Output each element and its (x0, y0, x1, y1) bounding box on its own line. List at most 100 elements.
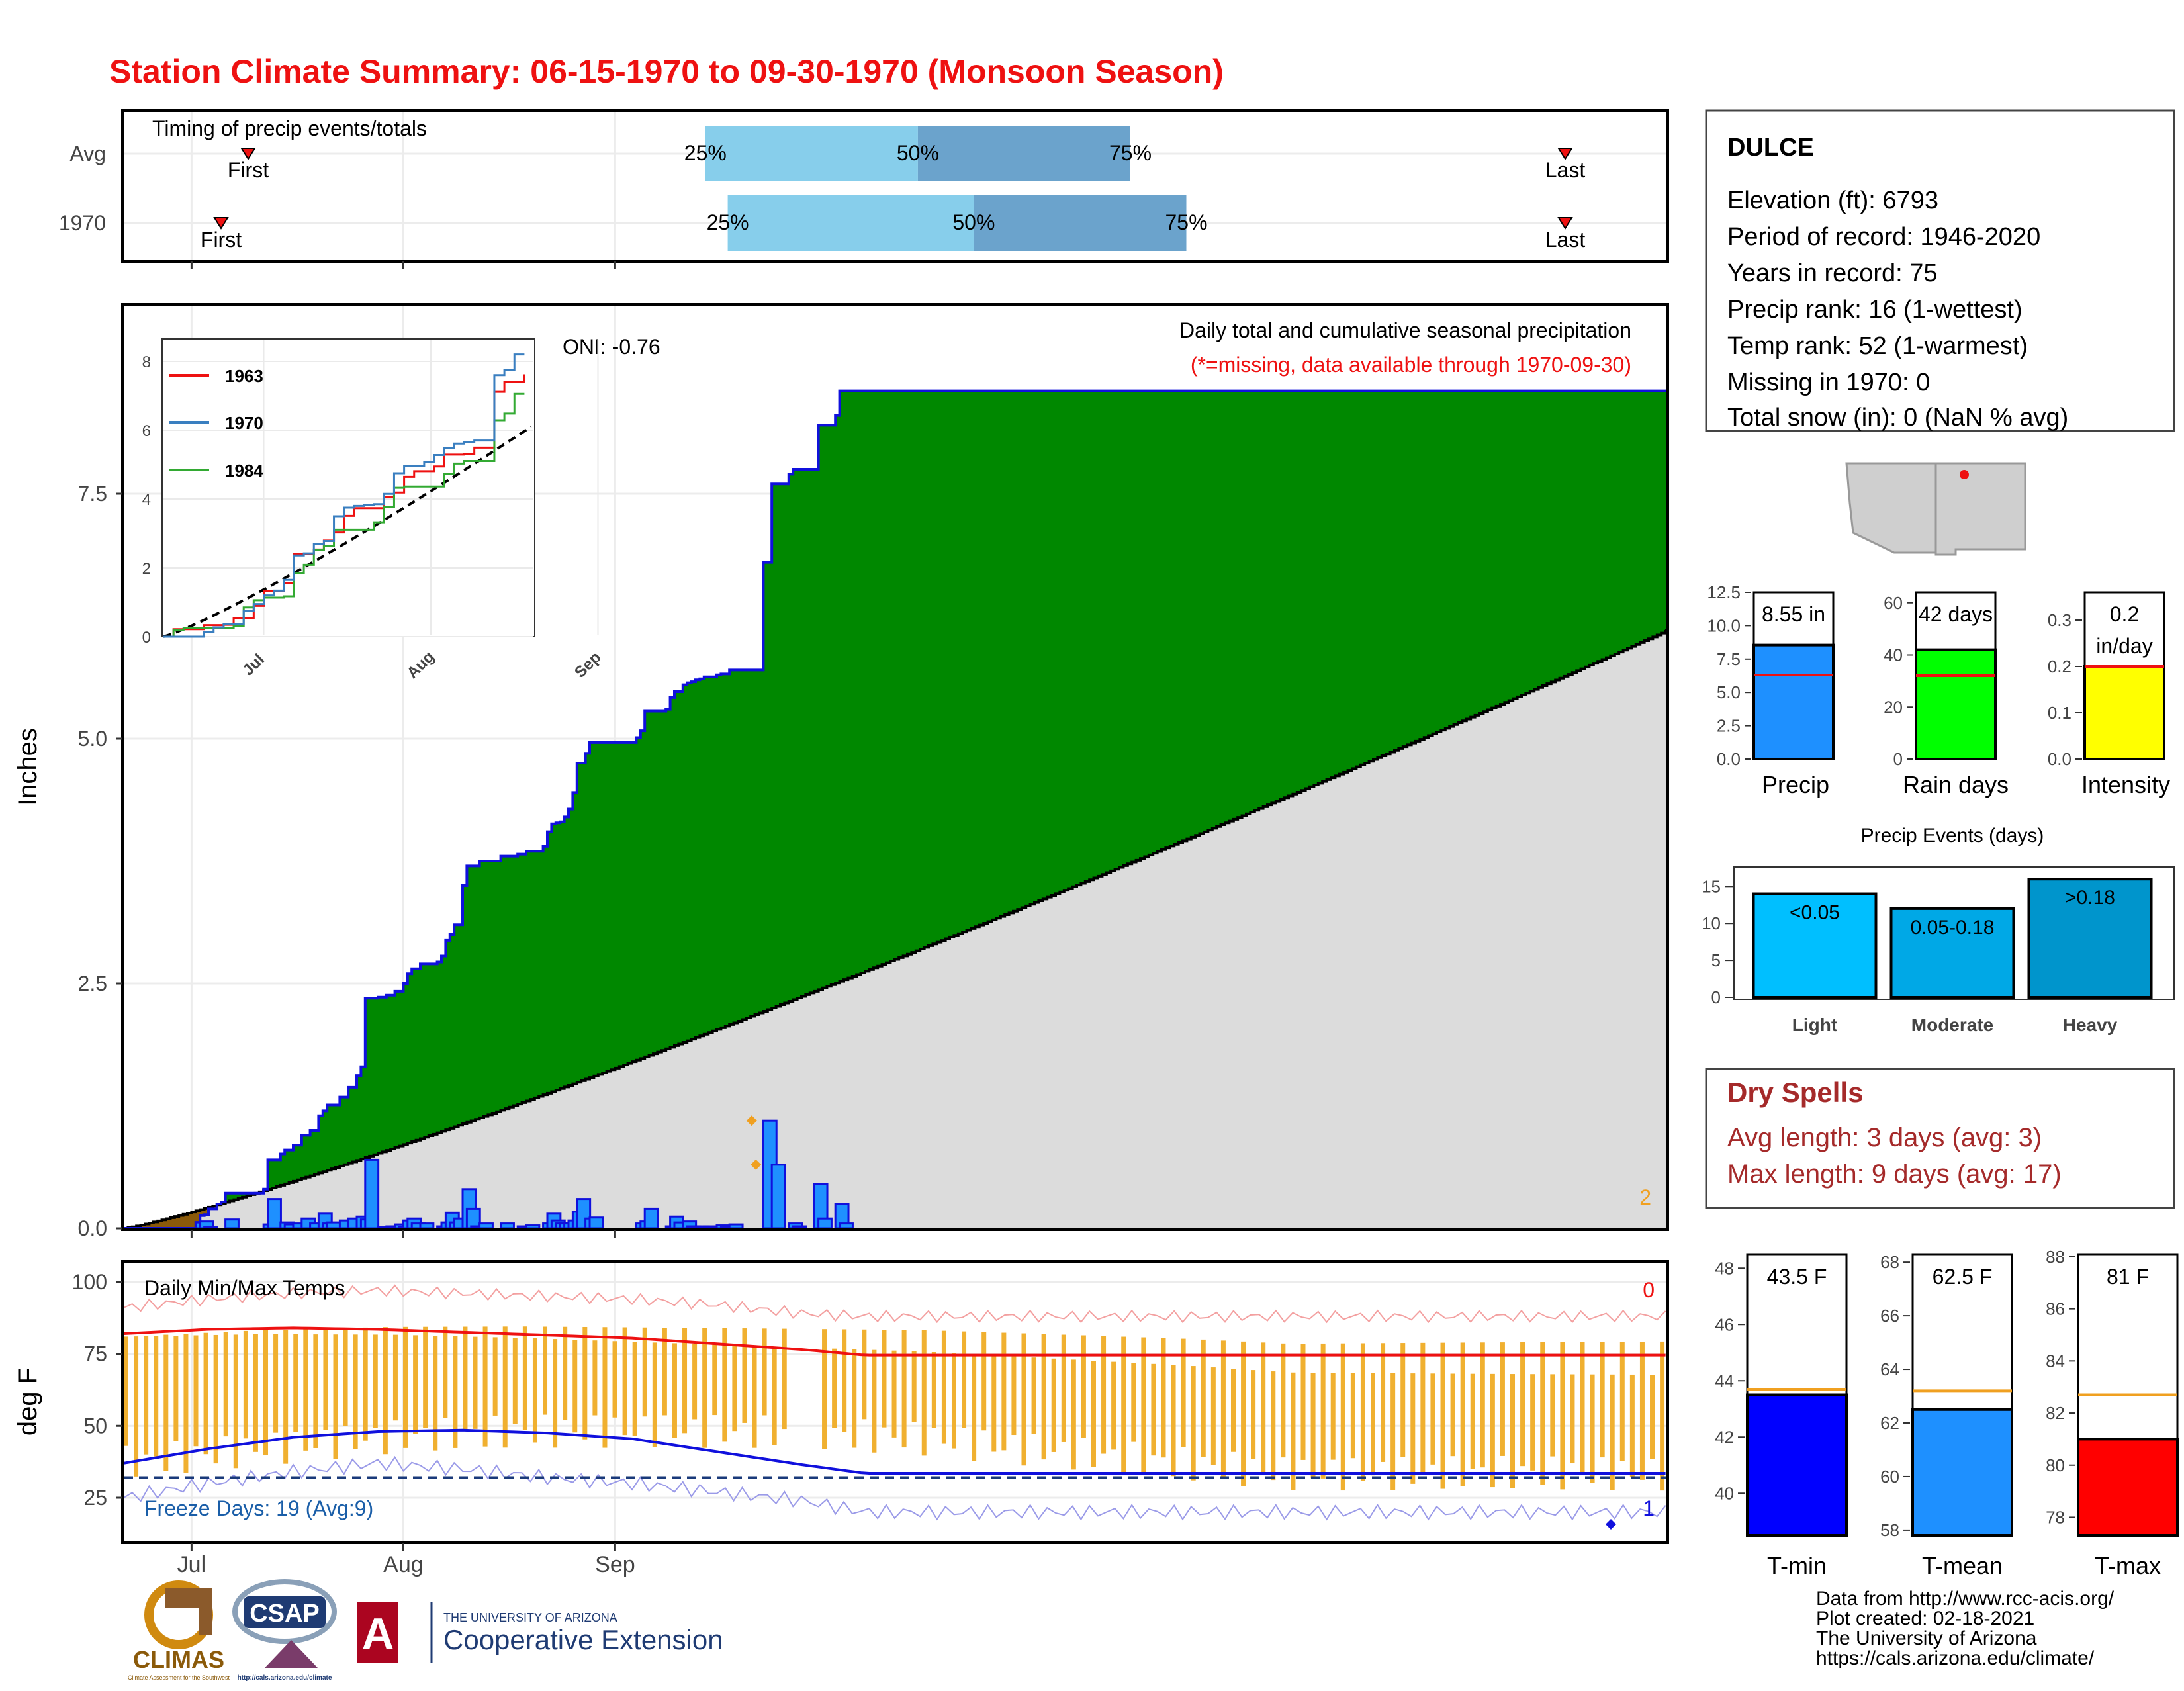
timing-p50-label: 50% (897, 141, 939, 165)
daily-temp-range-bar (1321, 1344, 1326, 1479)
above-normal-fill (895, 391, 899, 960)
above-normal-fill (1428, 391, 1433, 736)
above-normal-fill (314, 1130, 319, 1174)
above-normal-fill (1420, 391, 1424, 739)
above-normal-fill (789, 474, 794, 1001)
precip-summary-value-bar (1754, 645, 1833, 759)
daily-temp-range-bar (653, 1342, 657, 1447)
above-normal-fill (1560, 391, 1565, 678)
above-normal-fill (488, 861, 492, 1115)
daily-temp-range-bar (214, 1335, 218, 1463)
above-normal-fill (1479, 391, 1484, 713)
intensity-summary-value-label: in/day (2096, 634, 2152, 658)
daily-temp-range-bar (1311, 1373, 1316, 1478)
above-normal-fill (1170, 391, 1175, 846)
daily-precip-bar (480, 1224, 493, 1228)
above-normal-fill (611, 743, 615, 1070)
temp-y-axis-label: deg F (13, 1368, 42, 1436)
events-bar-label: 0.05-0.18 (1911, 917, 1995, 938)
above-normal-fill (810, 469, 815, 993)
above-normal-fill (1627, 391, 1632, 649)
tmin-summary-tick-label: 46 (1715, 1314, 1734, 1334)
dry-spells-max: Max length: 9 days (avg: 17) (1727, 1160, 2062, 1189)
daily-precip-bar (704, 1226, 717, 1228)
above-normal-fill (1377, 391, 1382, 758)
daily-temp-range-bar (1500, 1342, 1505, 1456)
above-normal-fill (1195, 391, 1200, 836)
above-normal-fill (1458, 391, 1463, 723)
above-normal-fill (903, 391, 908, 956)
rain-days-bar-label: Rain days (1903, 771, 2009, 798)
precip-events-chart: Precip Events (days) 051015<0.05Light0.0… (1702, 825, 2174, 1035)
tmin-summary-value-bar (1747, 1395, 1846, 1536)
daily-temp-range-bar (533, 1338, 537, 1442)
daily-temp-range-bar (393, 1335, 398, 1421)
above-normal-fill (1441, 391, 1445, 731)
daily-temp-range-bar (493, 1337, 498, 1416)
tmean-bar-label: T-mean (1922, 1552, 2003, 1579)
above-normal-fill (310, 1130, 315, 1176)
station-period: Period of record: 1946-2020 (1727, 223, 2040, 251)
above-normal-fill (941, 391, 946, 940)
above-normal-fill (1318, 391, 1323, 784)
above-normal-fill (925, 391, 929, 948)
intensity-summary-tick-label: 0.1 (2048, 703, 2071, 723)
footer-credits: Data from http://www.rcc-acis.org/ Plot … (1816, 1588, 2115, 1669)
above-normal-fill (496, 861, 501, 1112)
rain-days-summary-tick-label: 40 (1884, 645, 1903, 665)
temp-y-tick-label: 75 (83, 1342, 107, 1366)
above-normal-fill (1598, 391, 1602, 662)
daily-temp-range-bar (1640, 1342, 1645, 1480)
above-normal-fill (874, 391, 878, 968)
above-normal-fill (1522, 391, 1526, 695)
above-normal-fill (805, 469, 810, 995)
daily-temp-range-bar (1600, 1342, 1605, 1457)
daily-temp-range-bar (1131, 1363, 1136, 1441)
above-normal-fill (429, 964, 433, 1136)
above-normal-fill (632, 743, 637, 1062)
daily-temp-range-bar (752, 1346, 757, 1448)
above-normal-fill (272, 1160, 277, 1188)
above-normal-fill (1492, 391, 1496, 708)
daily-temp-range-bar (283, 1330, 288, 1464)
daily-temp-range-bar (1630, 1375, 1635, 1477)
above-normal-fill (1424, 391, 1429, 738)
intensity-bar-label: Intensity (2081, 771, 2170, 798)
temp-y-tick-label: 100 (72, 1270, 107, 1294)
above-normal-fill (899, 391, 903, 958)
daily-temp-range-bar (862, 1330, 866, 1420)
above-normal-fill (1212, 391, 1217, 829)
precip-panel: 0.02.55.07.5 Inches ONI: -0.76 Daily tot… (13, 304, 1668, 1240)
daily-temp-range-bar (244, 1331, 248, 1438)
above-normal-fill (556, 823, 561, 1090)
above-normal-fill (1149, 391, 1154, 855)
above-normal-fill (950, 391, 954, 937)
rain-days-summary-value-bar (1916, 650, 1995, 759)
above-normal-fill (1081, 391, 1085, 884)
timing-p50-label: 50% (952, 210, 995, 234)
above-normal-fill (1602, 391, 1607, 660)
above-normal-fill (1572, 391, 1577, 673)
above-normal-fill (518, 854, 522, 1105)
above-normal-fill (1085, 391, 1090, 882)
events-bar-label: >0.18 (2065, 887, 2115, 909)
last-event-label: Last (1545, 228, 1586, 251)
events-tick-label: 0 (1711, 987, 1721, 1007)
above-normal-fill (1200, 391, 1205, 834)
x-tick-label-sep: Sep (595, 1552, 635, 1577)
daily-temp-range-bar (1430, 1373, 1435, 1465)
climas-wordmark: CLIMAS (133, 1646, 224, 1673)
daily-temp-range-bar (1281, 1344, 1285, 1457)
daily-temp-range-bar (1590, 1375, 1595, 1483)
above-normal-fill (586, 753, 590, 1079)
precip-subtitle: Daily total and cumulative seasonal prec… (1179, 318, 1631, 342)
above-normal-fill (1030, 391, 1035, 905)
above-normal-fill (1551, 391, 1556, 682)
x-tick-label-aug: Aug (383, 1552, 424, 1577)
above-normal-fill (1094, 391, 1099, 878)
above-normal-fill (1301, 391, 1306, 791)
tmean-summary-tick-label: 58 (1880, 1520, 1899, 1540)
above-normal-fill (755, 670, 760, 1015)
events-tick-label: 15 (1702, 876, 1721, 896)
above-normal-fill (539, 851, 543, 1096)
